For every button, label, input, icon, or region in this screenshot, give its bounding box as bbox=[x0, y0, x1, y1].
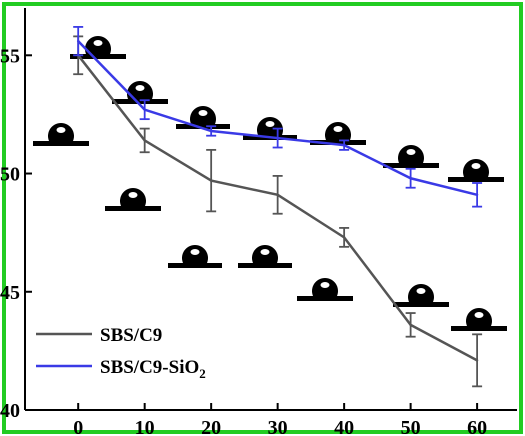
droplet-highlight bbox=[474, 312, 484, 318]
droplet-highlight bbox=[406, 149, 416, 155]
baseplate bbox=[176, 124, 230, 129]
x-tick-label: 30 bbox=[268, 417, 288, 436]
droplet-inset bbox=[393, 284, 449, 307]
axes bbox=[24, 8, 517, 411]
baseplate bbox=[393, 302, 449, 307]
data-point bbox=[475, 193, 479, 197]
legend-label-sbs-c9: SBS/C9 bbox=[100, 325, 162, 346]
droplet-inset bbox=[238, 245, 292, 268]
droplet-highlight bbox=[128, 192, 138, 198]
data-point bbox=[76, 39, 80, 43]
series-layer bbox=[73, 26, 483, 388]
droplet-highlight bbox=[265, 121, 275, 127]
y-tick-label: 40 bbox=[0, 400, 20, 422]
baseplate bbox=[451, 326, 507, 331]
series-line-1 bbox=[77, 40, 478, 197]
droplet-highlight bbox=[190, 249, 200, 255]
droplet-inset bbox=[112, 81, 168, 104]
baseplate bbox=[168, 263, 222, 268]
droplet-inset bbox=[33, 123, 89, 146]
droplet-inset bbox=[105, 188, 161, 211]
data-point bbox=[409, 177, 412, 180]
baseplate bbox=[310, 140, 366, 145]
data-point bbox=[143, 108, 146, 111]
droplet-inset bbox=[297, 278, 353, 301]
data-point bbox=[276, 136, 279, 140]
baseplate bbox=[238, 263, 292, 268]
baseplate bbox=[33, 141, 89, 146]
y-tick-label: 50 bbox=[0, 164, 20, 186]
baseplate bbox=[105, 206, 161, 211]
droplet-inset bbox=[168, 245, 222, 268]
data-point bbox=[475, 359, 479, 362]
data-point bbox=[409, 323, 412, 327]
droplet-inset bbox=[70, 35, 126, 59]
droplet-inset bbox=[448, 159, 504, 182]
x-tick-label: 10 bbox=[135, 417, 155, 436]
tick-labels: 0 10 20 30 40 50 60 40 45 50 55 bbox=[0, 45, 487, 436]
legend: SBS/C9 SBS/C9-SiO2 bbox=[36, 325, 206, 381]
x-tick-label: 40 bbox=[334, 417, 354, 436]
droplet-highlight bbox=[135, 85, 145, 91]
droplet-highlight bbox=[471, 163, 481, 169]
droplet-highlight bbox=[320, 282, 330, 288]
droplet-inset bbox=[451, 308, 507, 331]
droplet-inset bbox=[383, 145, 439, 168]
baseplate bbox=[70, 54, 126, 59]
x-tick-label: 50 bbox=[401, 417, 421, 436]
droplet-inset bbox=[176, 105, 230, 129]
baseplate bbox=[383, 163, 439, 168]
legend-label-sbs-c9-sio2-main: SBS/C9-SiO bbox=[100, 357, 199, 378]
droplet-highlight bbox=[93, 40, 103, 46]
data-point bbox=[342, 236, 346, 239]
data-point bbox=[209, 129, 213, 133]
x-tick-label: 0 bbox=[73, 417, 83, 436]
y-tick-label: 45 bbox=[0, 282, 20, 304]
droplet-highlight bbox=[416, 288, 426, 294]
data-point bbox=[143, 139, 146, 142]
droplet-inset bbox=[310, 122, 366, 145]
legend-label-sbs-c9-sio2-subscript: 2 bbox=[199, 366, 206, 381]
y-tick-label: 55 bbox=[0, 45, 20, 67]
baseplate bbox=[448, 177, 504, 182]
baseplate bbox=[112, 99, 168, 104]
droplet-highlight bbox=[333, 126, 343, 132]
data-point bbox=[209, 179, 213, 182]
baseplate bbox=[297, 296, 353, 301]
data-point bbox=[342, 143, 346, 147]
droplet-highlight bbox=[198, 110, 208, 116]
x-tick-label: 20 bbox=[201, 417, 221, 436]
droplet-highlight bbox=[260, 249, 270, 255]
droplet-highlight bbox=[56, 127, 66, 133]
x-tick-label: 60 bbox=[467, 417, 487, 436]
data-point bbox=[276, 193, 279, 197]
legend-label-sbs-c9-sio2: SBS/C9-SiO2 bbox=[100, 357, 206, 381]
